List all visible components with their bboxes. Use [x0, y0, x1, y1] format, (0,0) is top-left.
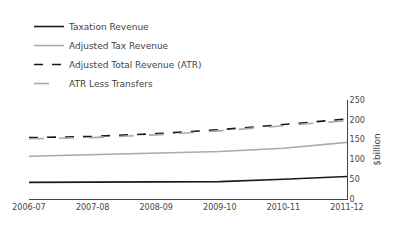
svg-text:2009-10: 2009-10	[203, 203, 236, 212]
svg-text:0: 0	[350, 195, 355, 204]
svg-text:100: 100	[350, 155, 365, 164]
svg-text:50: 50	[350, 175, 360, 184]
svg-text:2011-12: 2011-12	[330, 203, 363, 212]
svg-text:Taxation Revenue: Taxation Revenue	[68, 22, 149, 32]
svg-text:Adjusted Total Revenue (ATR): Adjusted Total Revenue (ATR)	[69, 60, 201, 70]
svg-text:2008-09: 2008-09	[139, 203, 172, 212]
svg-text:2007-08: 2007-08	[76, 203, 109, 212]
svg-text:200: 200	[350, 116, 365, 125]
svg-text:Adjusted Tax Revenue: Adjusted Tax Revenue	[69, 41, 169, 51]
svg-text:250: 250	[350, 96, 365, 105]
svg-text:ATR Less Transfers: ATR Less Transfers	[69, 79, 153, 89]
svg-text:2006-07: 2006-07	[12, 203, 45, 212]
svg-text:2010-11: 2010-11	[267, 203, 300, 212]
svg-text:$billion: $billion	[372, 133, 382, 166]
svg-text:150: 150	[350, 135, 365, 144]
